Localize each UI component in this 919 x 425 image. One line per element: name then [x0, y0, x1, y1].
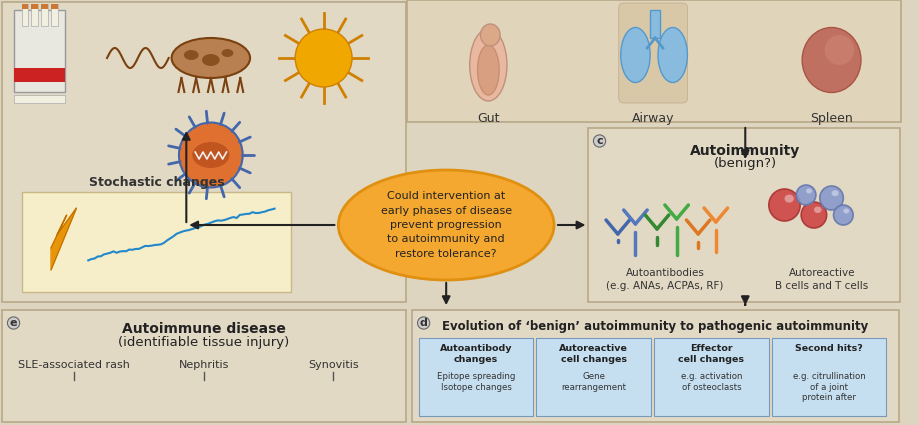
Text: Epitope spreading
Isotope changes: Epitope spreading Isotope changes [437, 372, 515, 392]
FancyBboxPatch shape [418, 338, 533, 416]
FancyBboxPatch shape [2, 310, 405, 422]
Bar [41, 4, 48, 9]
Ellipse shape [801, 28, 860, 93]
FancyBboxPatch shape [412, 310, 898, 422]
Bar [31, 4, 39, 26]
Ellipse shape [620, 28, 650, 82]
Text: Autoimmune disease: Autoimmune disease [122, 322, 286, 336]
Ellipse shape [819, 186, 843, 210]
FancyBboxPatch shape [406, 0, 901, 122]
Ellipse shape [202, 54, 220, 66]
Text: Gut: Gut [477, 112, 499, 125]
Text: Autoreactive
cell changes: Autoreactive cell changes [559, 344, 628, 365]
Ellipse shape [796, 185, 815, 205]
Ellipse shape [657, 28, 686, 82]
Ellipse shape [833, 205, 852, 225]
Ellipse shape [813, 207, 821, 213]
Bar [650, 10, 659, 38]
Polygon shape [51, 208, 76, 270]
Ellipse shape [768, 189, 800, 221]
FancyBboxPatch shape [21, 192, 291, 292]
Bar [31, 4, 39, 9]
Ellipse shape [221, 49, 233, 57]
Ellipse shape [184, 50, 199, 60]
Text: Gene
rearrangement: Gene rearrangement [561, 372, 626, 392]
FancyBboxPatch shape [771, 338, 886, 416]
Bar [21, 4, 28, 9]
Ellipse shape [823, 35, 853, 65]
Text: Autoimmunity: Autoimmunity [689, 144, 800, 158]
Bar [14, 68, 64, 82]
Text: Synovitis: Synovitis [308, 360, 358, 370]
Text: Stochastic changes: Stochastic changes [89, 176, 224, 189]
FancyBboxPatch shape [536, 338, 651, 416]
Ellipse shape [192, 142, 229, 168]
Text: c: c [596, 136, 602, 146]
Ellipse shape [172, 38, 250, 78]
Text: e.g. activation
of osteoclasts: e.g. activation of osteoclasts [680, 372, 742, 392]
Text: Airway: Airway [631, 112, 674, 125]
Text: Could intervention at
early phases of disease
prevent progression
to autoimmunit: Could intervention at early phases of di… [380, 191, 511, 259]
Ellipse shape [831, 190, 838, 196]
Text: (benign?): (benign?) [713, 157, 776, 170]
Text: (identifiable tissue injury): (identifiable tissue injury) [119, 336, 289, 349]
Ellipse shape [470, 29, 506, 101]
Text: Nephritis: Nephritis [178, 360, 229, 370]
Bar [41, 4, 48, 26]
Text: SLE-associated rash: SLE-associated rash [17, 360, 130, 370]
FancyBboxPatch shape [14, 10, 64, 92]
Bar [51, 4, 58, 26]
Text: Evolution of ‘benign’ autoimmunity to pathogenic autoimmunity: Evolution of ‘benign’ autoimmunity to pa… [441, 320, 868, 333]
Ellipse shape [179, 122, 243, 187]
Ellipse shape [800, 202, 826, 228]
Text: Spleen: Spleen [810, 112, 852, 125]
Text: d: d [419, 318, 427, 328]
Text: Effector
cell changes: Effector cell changes [677, 344, 743, 365]
Ellipse shape [295, 29, 352, 87]
Ellipse shape [784, 195, 793, 203]
Text: e: e [10, 318, 17, 328]
Text: Autoantibody
changes: Autoantibody changes [439, 344, 512, 365]
Ellipse shape [843, 209, 848, 213]
Ellipse shape [477, 45, 499, 95]
FancyBboxPatch shape [653, 338, 768, 416]
FancyBboxPatch shape [2, 2, 405, 302]
Ellipse shape [805, 189, 811, 193]
Bar [21, 4, 28, 26]
Bar [14, 95, 64, 103]
Bar [51, 4, 58, 9]
FancyBboxPatch shape [618, 3, 686, 103]
Ellipse shape [480, 24, 500, 46]
Text: Autoreactive
B cells and T cells: Autoreactive B cells and T cells [775, 268, 868, 291]
FancyBboxPatch shape [588, 128, 899, 302]
Text: Autoantibodies
(e.g. ANAs, ACPAs, RF): Autoantibodies (e.g. ANAs, ACPAs, RF) [606, 268, 722, 291]
Text: Second hits?: Second hits? [794, 344, 862, 353]
Ellipse shape [338, 170, 553, 280]
Text: e.g. citrullination
of a joint
protein after: e.g. citrullination of a joint protein a… [792, 372, 865, 402]
